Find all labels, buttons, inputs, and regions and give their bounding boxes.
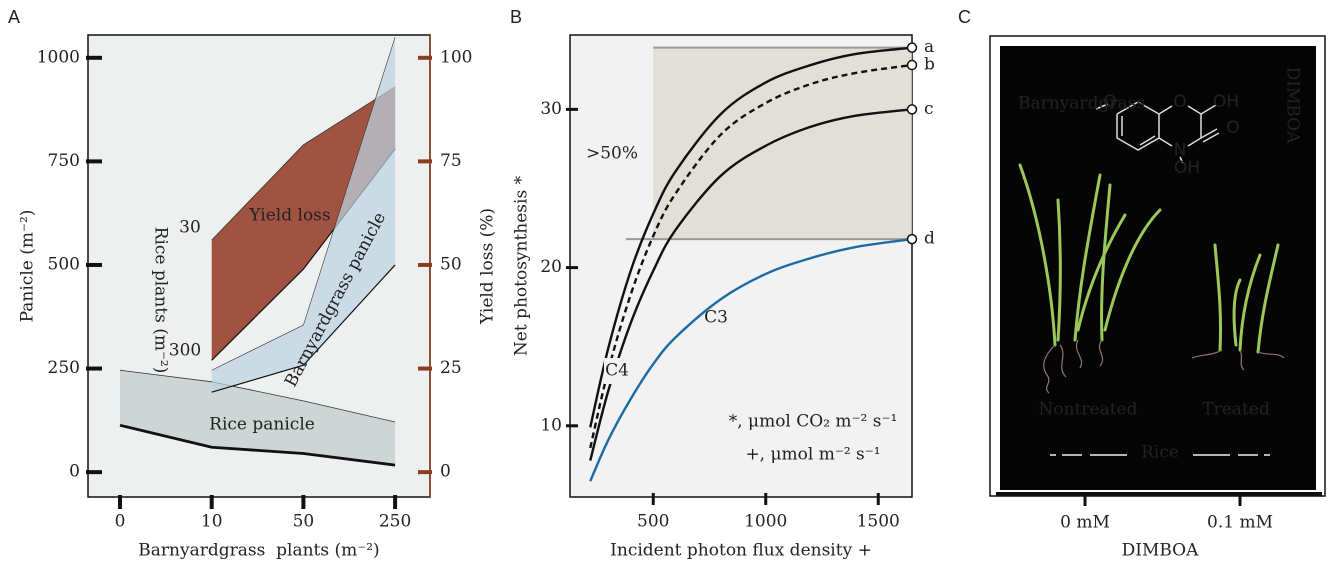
shaded-range [653, 47, 912, 240]
photo-panel [989, 35, 1326, 497]
compound-label: DIMBOA [1283, 67, 1303, 144]
atom-label: N [1174, 140, 1187, 160]
label-bg [604, 358, 632, 384]
unit-note: *, μmol CO₂ m⁻² s⁻¹ [729, 412, 898, 432]
y2-tick-label: 75 [440, 151, 462, 171]
x-axis-title: Barnyardgrass plants (m⁻²) [138, 541, 379, 561]
band-lower-line [119, 423, 396, 467]
y-axis-title: Panicle (m⁻²) [18, 210, 38, 323]
end-marker [906, 233, 918, 245]
species-label: Barnyardgrass [1018, 94, 1145, 114]
x-tick-label: 10 [201, 512, 223, 532]
x-tick-label: 1500 [857, 512, 900, 532]
series-label: d [924, 229, 935, 249]
y2-tick-label: 50 [440, 254, 462, 274]
band [211, 86, 396, 361]
y-axis-title: Net photosynthesis * [512, 175, 532, 356]
band-label: Rice panicle [209, 415, 315, 435]
end-marker [906, 104, 918, 115]
y2-axis-title: Yield loss (%) [478, 208, 498, 325]
atom-label: OH [1174, 158, 1200, 178]
atom-label: OH [1213, 92, 1239, 112]
y2-tick-label: 0 [440, 462, 451, 482]
x-axis-title: Incident photon flux density + [610, 541, 872, 561]
series-label: b [924, 55, 935, 75]
x-axis-title: DIMBOA [1122, 541, 1199, 561]
y-tick-label: 750 [48, 151, 80, 171]
end-marker [906, 59, 918, 71]
gain-label: >50% [586, 144, 638, 164]
annotation-title: Rice plants (m⁻²) [151, 227, 171, 374]
series-label: a [924, 37, 934, 57]
band-upper-line [211, 36, 396, 371]
x-tick-label: 0.1 mM [1207, 513, 1273, 533]
x-tick-label: 0 [115, 512, 126, 532]
series-label: c [924, 99, 934, 119]
band [211, 37, 396, 393]
annotation-low: 300 [169, 341, 201, 361]
y-tick-label: 0 [69, 462, 80, 482]
atom-label: O [1226, 118, 1239, 138]
band-upper-line [119, 369, 396, 423]
curve [589, 63, 913, 449]
x-tick-label: 0 mM [1060, 513, 1110, 533]
annotation-high: 30 [179, 218, 201, 238]
y-tick-label: 20 [540, 257, 562, 277]
unit-note: +, μmol m⁻² s⁻¹ [745, 445, 880, 465]
x-tick-label: 500 [637, 512, 669, 532]
y-tick-label: 250 [48, 358, 80, 378]
curve [589, 237, 913, 482]
y-tick-label: 1000 [37, 47, 80, 67]
y-tick-label: 30 [540, 99, 562, 119]
y-tick-label: 10 [540, 415, 562, 435]
panel-label: C [958, 7, 971, 27]
y-tick-label: 500 [48, 254, 80, 274]
x-tick-label: 50 [293, 512, 315, 532]
c4-label: C4 [605, 361, 629, 381]
y2-tick-label: 100 [440, 47, 472, 67]
curve [589, 46, 913, 428]
x-tick-label: 250 [379, 512, 411, 532]
band-label: Yield loss [248, 206, 330, 226]
control-label: Nontreated [1039, 400, 1138, 420]
panel-label: A [8, 7, 20, 27]
atom-label: O [1103, 92, 1116, 112]
panel-label: B [510, 7, 522, 27]
treated-label: Treated [1202, 400, 1270, 420]
band-lower-line [211, 264, 396, 393]
atom-label: O [1173, 92, 1186, 112]
crop-label: Rice [1141, 443, 1179, 463]
y2-tick-label: 25 [440, 358, 462, 378]
c3-label: C3 [704, 308, 728, 328]
end-marker [906, 42, 918, 53]
band-upper-line [211, 86, 396, 241]
x-tick-label: 1000 [744, 512, 787, 532]
